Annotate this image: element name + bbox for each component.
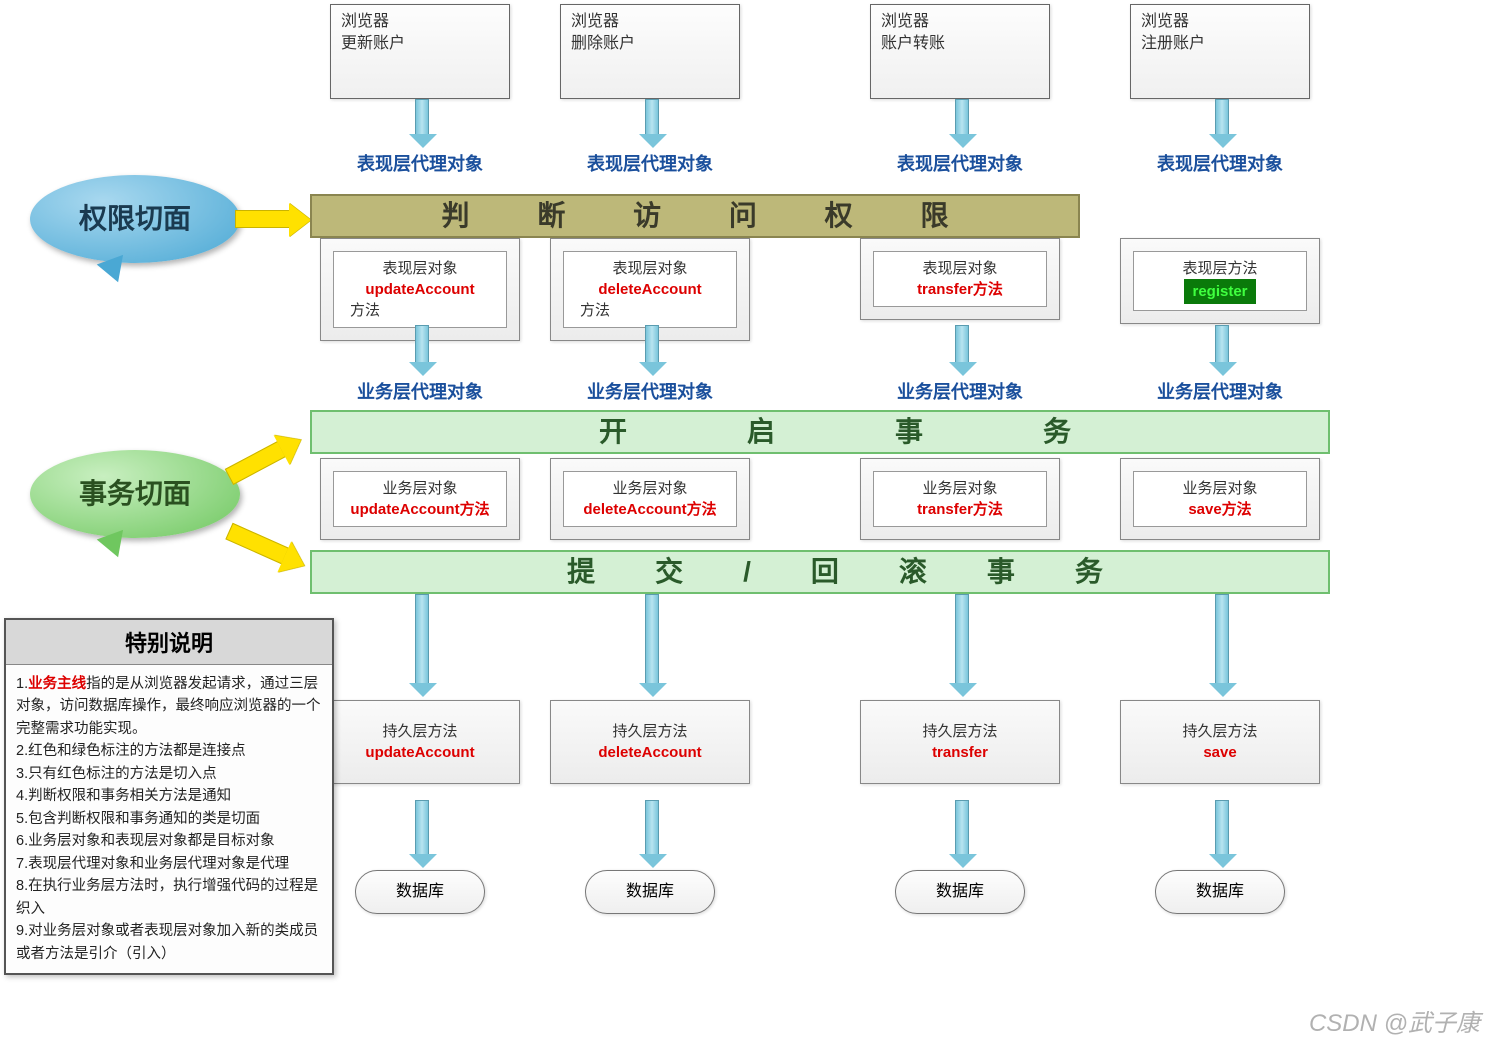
notes-panel: 特别说明 1.业务主线指的是从浏览器发起请求，通过三层对象，访问数据库操作，最终…	[4, 618, 334, 975]
aspect-bar-auth: 判 断 访 问 权 限	[310, 194, 1080, 238]
browser-box: 浏览器注册账户	[1130, 4, 1310, 99]
business-proxy-label: 业务层代理对象	[1120, 378, 1320, 404]
flow-arrow-down	[955, 99, 969, 135]
notes-body: 1.业务主线指的是从浏览器发起请求，通过三层对象，访问数据库操作，最终响应浏览器…	[6, 665, 332, 973]
flow-arrow-down	[645, 325, 659, 363]
flow-arrow-down	[415, 800, 429, 855]
business-layer-box: 业务层对象save方法	[1120, 458, 1320, 540]
business-layer-box: 业务层对象deleteAccount方法	[550, 458, 750, 540]
flow-arrow-down	[955, 594, 969, 684]
business-layer-box: 业务层对象updateAccount方法	[320, 458, 520, 540]
flow-arrow-down	[415, 325, 429, 363]
flow-arrow-down	[645, 99, 659, 135]
presentation-layer-box: 表现层方法register	[1120, 238, 1320, 324]
aspect-bar-tx-open: 开启事务	[310, 410, 1330, 454]
business-proxy-label: 业务层代理对象	[320, 378, 520, 404]
dao-layer-box: 持久层方法updateAccount	[320, 700, 520, 784]
flow-arrow-down	[955, 800, 969, 855]
presentation-proxy-label: 表现层代理对象	[1120, 150, 1320, 176]
aspect-bar-tx-commit: 提交/回滚事务	[310, 550, 1330, 594]
database-node: 数据库	[895, 870, 1025, 914]
callout-tx-label: 事务切面	[30, 450, 240, 538]
flow-arrow-down	[415, 594, 429, 684]
callout-auth-aspect: 权限切面	[30, 175, 260, 275]
dao-layer-box: 持久层方法save	[1120, 700, 1320, 784]
flow-arrow-down	[1215, 99, 1229, 135]
flow-arrow-down	[645, 800, 659, 855]
browser-box: 浏览器更新账户	[330, 4, 510, 99]
database-node: 数据库	[585, 870, 715, 914]
arrow-auth-to-bar	[235, 210, 290, 228]
database-node: 数据库	[355, 870, 485, 914]
flow-arrow-down	[955, 325, 969, 363]
dao-layer-box: 持久层方法transfer	[860, 700, 1060, 784]
dao-layer-box: 持久层方法deleteAccount	[550, 700, 750, 784]
callout-tx-aspect: 事务切面	[30, 450, 260, 550]
presentation-layer-box: 表现层对象transfer方法	[860, 238, 1060, 320]
flow-arrow-down	[1215, 325, 1229, 363]
callout-auth-label: 权限切面	[30, 175, 240, 263]
flow-arrow-down	[645, 594, 659, 684]
presentation-proxy-label: 表现层代理对象	[320, 150, 520, 176]
presentation-proxy-label: 表现层代理对象	[860, 150, 1060, 176]
presentation-proxy-label: 表现层代理对象	[550, 150, 750, 176]
business-proxy-label: 业务层代理对象	[860, 378, 1060, 404]
browser-box: 浏览器删除账户	[560, 4, 740, 99]
flow-arrow-down	[1215, 594, 1229, 684]
notes-title: 特别说明	[6, 620, 332, 665]
flow-arrow-down	[1215, 800, 1229, 855]
flow-arrow-down	[415, 99, 429, 135]
business-layer-box: 业务层对象transfer方法	[860, 458, 1060, 540]
watermark: CSDN @武子康	[1309, 1003, 1480, 1038]
browser-box: 浏览器账户转账	[870, 4, 1050, 99]
business-proxy-label: 业务层代理对象	[550, 378, 750, 404]
database-node: 数据库	[1155, 870, 1285, 914]
